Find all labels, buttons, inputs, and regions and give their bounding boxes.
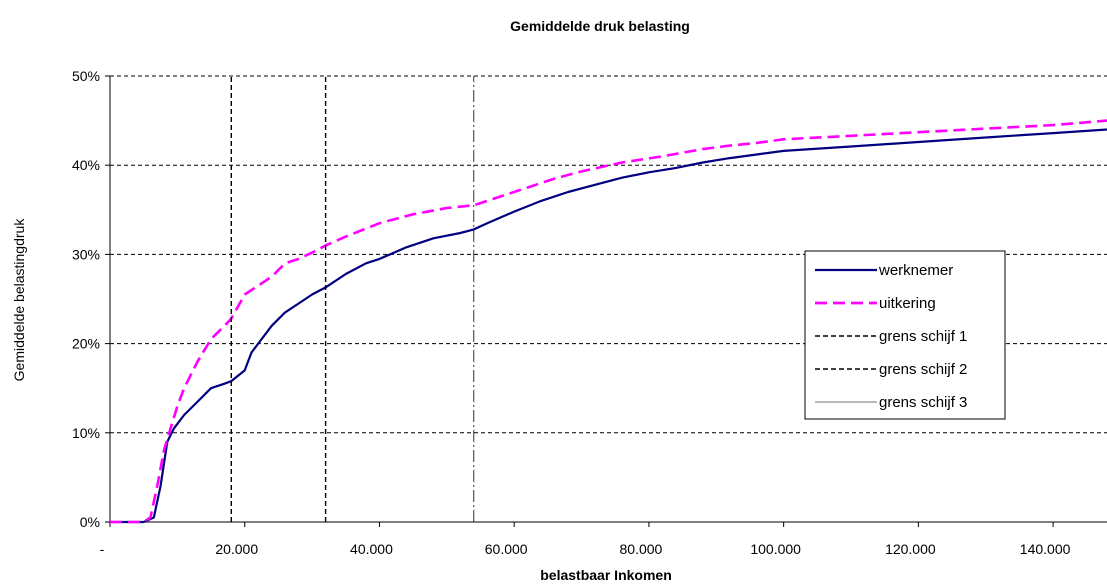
y-tick-label: 50%	[72, 68, 100, 84]
series-lines	[110, 76, 1107, 524]
y-tick-label: 40%	[72, 157, 100, 173]
legend-label: grens schijf 2	[879, 361, 967, 378]
y-axis-title: Gemiddelde belastingdruk	[11, 218, 27, 382]
x-tick-label: 120.000	[885, 541, 936, 557]
legend-label: grens schijf 3	[879, 394, 967, 411]
y-tick-labels: 0% 10% 20% 30% 40% 50%	[72, 68, 100, 530]
legend-label: werknemer	[878, 262, 953, 279]
legend-label: uitkering	[879, 295, 936, 312]
y-tick-label: 0%	[80, 514, 100, 530]
series-line-werknemer	[110, 128, 1107, 524]
x-tick-label: 140.000	[1020, 541, 1071, 557]
series-line-uitkering	[110, 119, 1107, 524]
x-tick-label: 20.000	[215, 541, 258, 557]
legend-box	[804, 250, 1006, 420]
chart-title: Gemiddelde druk belasting	[510, 18, 690, 34]
x-tick-label: 100.000	[750, 541, 801, 557]
x-tick-label: -	[100, 541, 105, 557]
y-tick-label: 20%	[72, 336, 100, 352]
axes	[105, 75, 1107, 527]
y-tick-label: 10%	[72, 425, 100, 441]
x-tick-label: 40.000	[350, 541, 393, 557]
x-tick-labels: - 20.000 40.000 60.000 80.000 100.000 120.000 1…	[100, 541, 1071, 557]
y-tick-label: 30%	[72, 246, 100, 262]
x-tick-label: 60.000	[485, 541, 528, 557]
x-tick-label: 80.000	[620, 541, 663, 557]
x-axis-title: belastbaar Inkomen	[540, 567, 672, 583]
legend-label: grens schijf 1	[879, 328, 967, 345]
legend: werknemer uitkering grens schijf 1 grens sc…	[804, 250, 1006, 420]
gridlines	[110, 75, 1107, 434]
